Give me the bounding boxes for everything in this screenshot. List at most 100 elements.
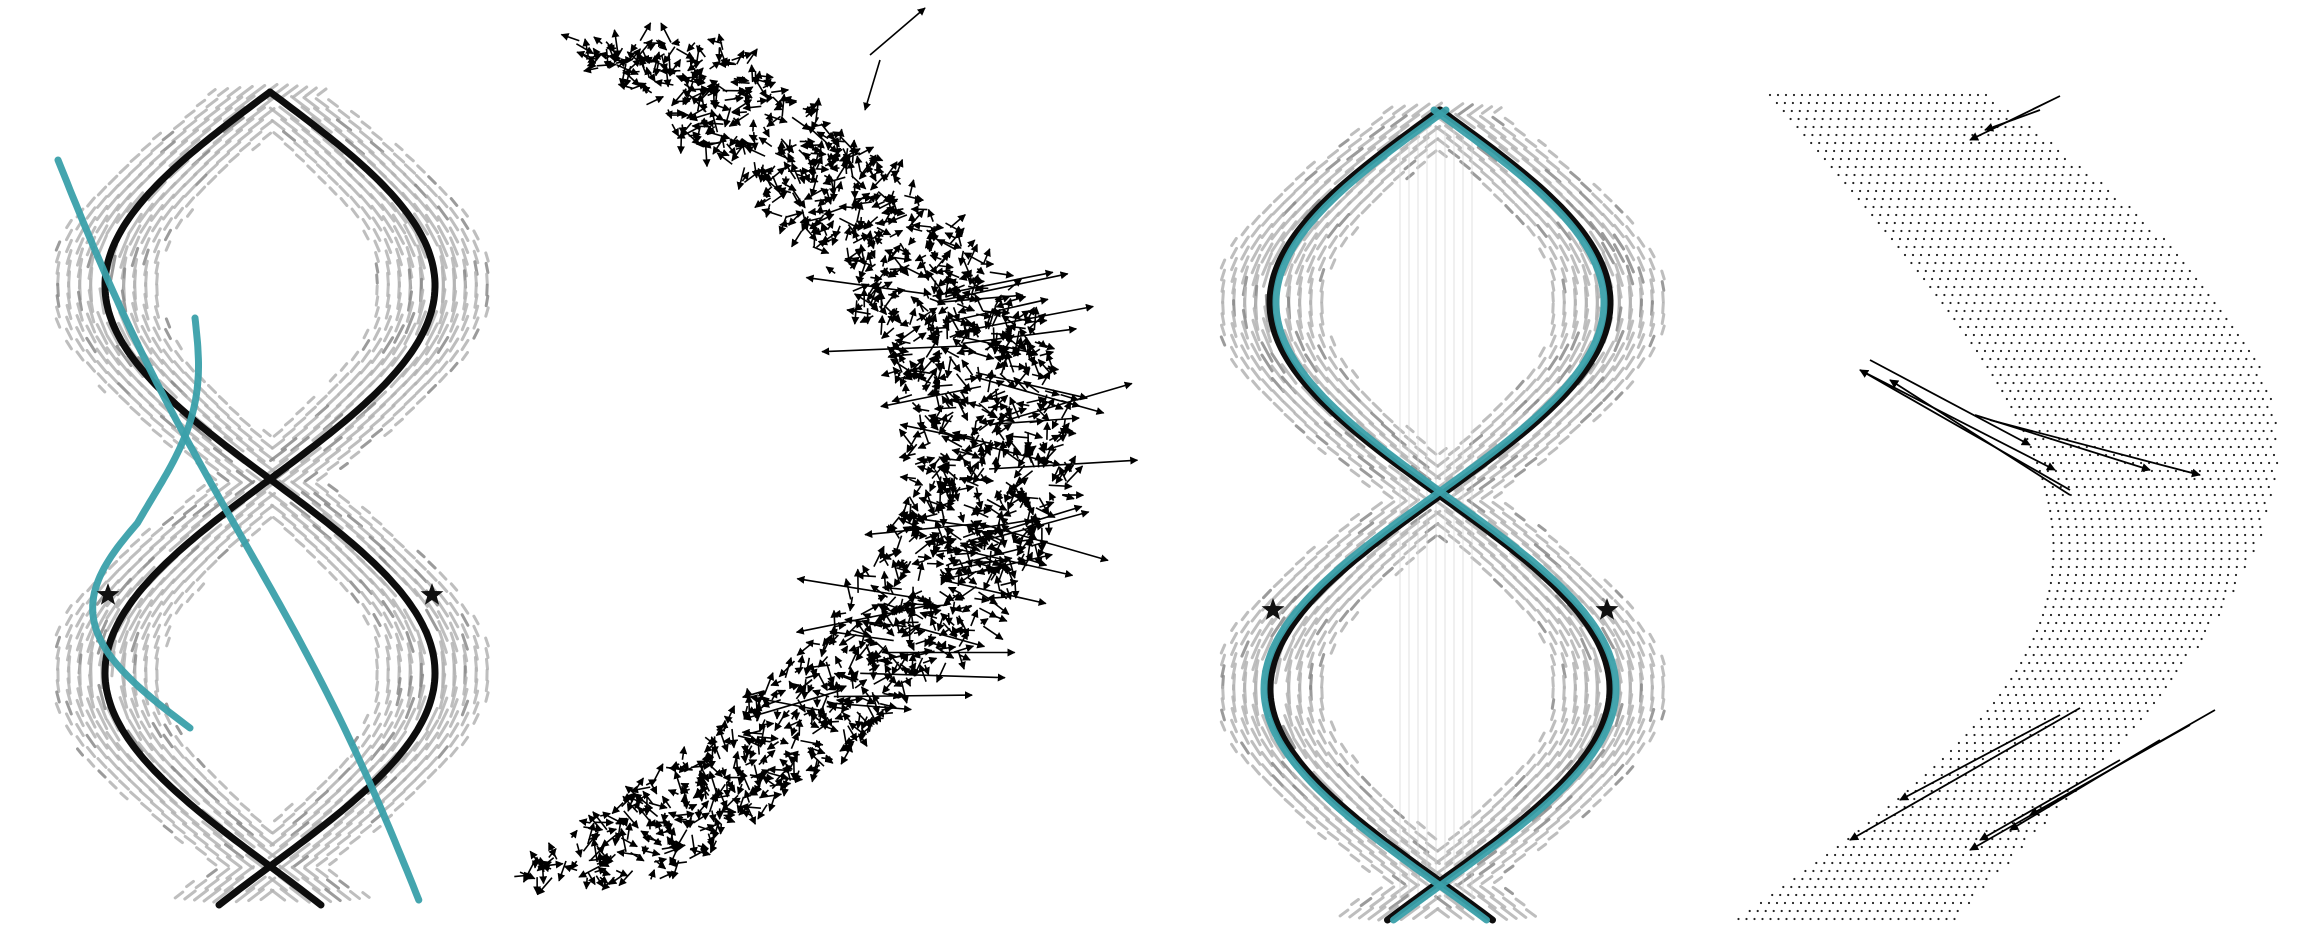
field-glyph (326, 460, 340, 472)
field-glyph (1613, 599, 1625, 611)
field-glyph (362, 713, 370, 725)
grid-dot (1827, 133, 1830, 137)
field-glyph (1514, 390, 1526, 402)
field-glyph (105, 598, 121, 620)
grid-dot (2166, 261, 2169, 265)
field-glyph (224, 843, 244, 859)
long-arrow (932, 269, 1054, 297)
grid-dot (1948, 125, 1951, 129)
grid-dot (1879, 157, 1882, 161)
arrow (936, 613, 945, 632)
field-glyph (85, 312, 97, 334)
grid-dot (2085, 221, 2088, 225)
arrow (1024, 431, 1044, 440)
grid-dot (2100, 269, 2103, 273)
grid-dot (2047, 213, 2050, 217)
arrow (569, 829, 578, 839)
grid-dot (2018, 237, 2022, 241)
arrow (937, 262, 954, 271)
field-glyph (75, 632, 85, 652)
field-glyph (1525, 213, 1537, 227)
grid-dot (2087, 213, 2090, 217)
field-glyph (163, 338, 173, 352)
field-glyph (360, 824, 372, 834)
field-glyph (383, 429, 393, 437)
field-glyph (213, 447, 233, 463)
grid-dot (1963, 277, 1966, 281)
field-glyph (394, 698, 404, 718)
field-glyph (1359, 897, 1373, 907)
grid-dot (2129, 245, 2132, 249)
arrow (825, 266, 836, 275)
field-glyph (337, 767, 351, 781)
field-glyph (1502, 192, 1516, 204)
grid-dot (1870, 109, 1873, 113)
field-glyph (437, 234, 449, 258)
grid-dot (1969, 197, 1972, 201)
grid-dot (2042, 141, 2045, 145)
grid-dot (2025, 197, 2028, 201)
field-glyph (216, 790, 230, 802)
grid-dot (1993, 245, 1996, 249)
grid-dot (1866, 141, 1869, 145)
field-glyph (1392, 489, 1406, 501)
field-glyph (369, 415, 385, 429)
field-glyph (449, 361, 459, 373)
grid-dot (2039, 213, 2042, 217)
field-glyph (450, 686, 458, 708)
arrow (803, 657, 812, 676)
field-glyph (1361, 480, 1371, 488)
field-glyph (115, 587, 133, 609)
arrow (719, 767, 727, 778)
field-glyph (312, 832, 332, 848)
field-glyph (1370, 411, 1384, 425)
grid-dot (1880, 93, 1884, 97)
arrow (939, 590, 955, 602)
grid-dot (2090, 237, 2094, 241)
grid-dot (2012, 269, 2015, 273)
arrow (1000, 358, 1009, 370)
arrow (691, 85, 710, 94)
arrow (742, 103, 762, 112)
grid-dot (2041, 245, 2044, 249)
grid-dot (1965, 221, 1968, 225)
orientation-field (54, 83, 490, 905)
grid-dot (1948, 181, 1951, 185)
field-glyph (484, 294, 490, 308)
field-glyph (438, 186, 448, 196)
arrow (677, 131, 686, 155)
grid-dot (2091, 189, 2094, 193)
field-glyph (1578, 785, 1594, 799)
field-glyph (312, 447, 332, 463)
arrow (702, 147, 711, 168)
grid-dot (1989, 173, 1992, 177)
arrow (992, 388, 1001, 406)
grid-dot (1994, 237, 1998, 241)
field-glyph (358, 426, 374, 440)
arrow (771, 191, 788, 204)
grid-dot (1798, 109, 1801, 113)
grid-dot (2127, 213, 2130, 217)
field-glyph (336, 503, 352, 517)
grid-dot (1838, 109, 1841, 113)
field-glyph (1360, 203, 1372, 215)
arrow (783, 95, 797, 104)
field-glyph (86, 196, 96, 208)
grid-dot (2083, 189, 2086, 193)
field-glyph (1613, 214, 1625, 226)
arrow (808, 706, 817, 726)
field-glyph (1558, 435, 1570, 445)
field-glyph (1380, 885, 1396, 897)
field-glyph (1351, 754, 1359, 764)
grid-dot (2097, 245, 2100, 249)
field-glyph (1329, 345, 1337, 359)
field-glyph (472, 689, 480, 705)
field-glyph (204, 845, 220, 857)
field-glyph (1436, 522, 1450, 534)
field-glyph (1550, 698, 1556, 710)
field-glyph (203, 448, 221, 462)
field-glyph (115, 192, 133, 212)
grid-dot (1853, 117, 1856, 121)
field-glyph (359, 359, 373, 375)
field-glyph (302, 525, 320, 539)
